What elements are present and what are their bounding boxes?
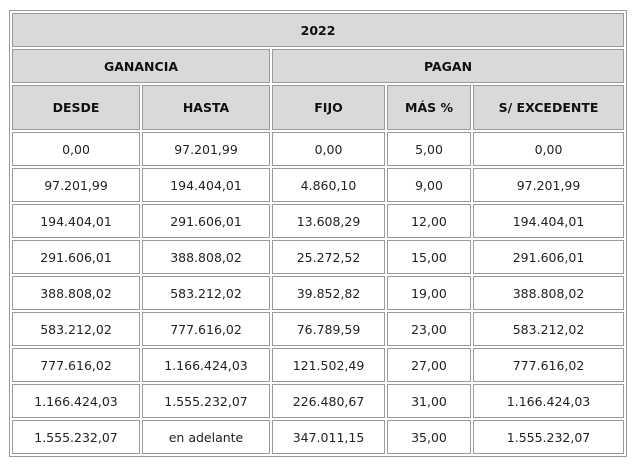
cell-fijo: 76.789,59 bbox=[272, 312, 385, 346]
group-header-row: GANANCIA PAGAN bbox=[12, 49, 625, 83]
table-row: 1.555.232,07 en adelante 347.011,15 35,0… bbox=[12, 420, 625, 454]
cell-sobre-excedente: 97.201,99 bbox=[473, 168, 625, 202]
table-row: 0,00 97.201,99 0,00 5,00 0,00 bbox=[12, 132, 625, 166]
cell-sobre-excedente: 583.212,02 bbox=[473, 312, 625, 346]
table-row: 388.808,02 583.212,02 39.852,82 19,00 38… bbox=[12, 276, 625, 310]
cell-fijo: 25.272,52 bbox=[272, 240, 385, 274]
cell-hasta: 1.166.424,03 bbox=[142, 348, 270, 382]
group-header-ganancia: GANANCIA bbox=[12, 49, 270, 83]
cell-hasta: 194.404,01 bbox=[142, 168, 270, 202]
cell-sobre-excedente: 777.616,02 bbox=[473, 348, 625, 382]
table-row: 583.212,02 777.616,02 76.789,59 23,00 58… bbox=[12, 312, 625, 346]
cell-fijo: 121.502,49 bbox=[272, 348, 385, 382]
cell-fijo: 226.480,67 bbox=[272, 384, 385, 418]
year-header: 2022 bbox=[12, 13, 625, 47]
cell-hasta: 583.212,02 bbox=[142, 276, 270, 310]
cell-fijo: 39.852,82 bbox=[272, 276, 385, 310]
cell-sobre-excedente: 0,00 bbox=[473, 132, 625, 166]
cell-desde: 0,00 bbox=[12, 132, 140, 166]
cell-sobre-excedente: 388.808,02 bbox=[473, 276, 625, 310]
cell-sobre-excedente: 1.166.424,03 bbox=[473, 384, 625, 418]
cell-desde: 97.201,99 bbox=[12, 168, 140, 202]
cell-hasta: 388.808,02 bbox=[142, 240, 270, 274]
column-header-desde: DESDE bbox=[12, 85, 140, 130]
cell-hasta: 777.616,02 bbox=[142, 312, 270, 346]
cell-fijo: 13.608,29 bbox=[272, 204, 385, 238]
column-header-hasta: HASTA bbox=[142, 85, 270, 130]
cell-mas-porcentaje: 31,00 bbox=[387, 384, 471, 418]
cell-hasta: en adelante bbox=[142, 420, 270, 454]
cell-sobre-excedente: 1.555.232,07 bbox=[473, 420, 625, 454]
cell-sobre-excedente: 194.404,01 bbox=[473, 204, 625, 238]
cell-mas-porcentaje: 35,00 bbox=[387, 420, 471, 454]
column-header-sobre-excedente: S/ EXCEDENTE bbox=[473, 85, 625, 130]
cell-mas-porcentaje: 9,00 bbox=[387, 168, 471, 202]
cell-fijo: 4.860,10 bbox=[272, 168, 385, 202]
cell-mas-porcentaje: 23,00 bbox=[387, 312, 471, 346]
table-row: 1.166.424,03 1.555.232,07 226.480,67 31,… bbox=[12, 384, 625, 418]
cell-mas-porcentaje: 12,00 bbox=[387, 204, 471, 238]
cell-desde: 1.555.232,07 bbox=[12, 420, 140, 454]
cell-fijo: 0,00 bbox=[272, 132, 385, 166]
table-row: 777.616,02 1.166.424,03 121.502,49 27,00… bbox=[12, 348, 625, 382]
group-header-pagan: PAGAN bbox=[272, 49, 625, 83]
column-header-fijo: FIJO bbox=[272, 85, 385, 130]
cell-fijo: 347.011,15 bbox=[272, 420, 385, 454]
cell-hasta: 97.201,99 bbox=[142, 132, 270, 166]
cell-sobre-excedente: 291.606,01 bbox=[473, 240, 625, 274]
cell-mas-porcentaje: 15,00 bbox=[387, 240, 471, 274]
table-row: 97.201,99 194.404,01 4.860,10 9,00 97.20… bbox=[12, 168, 625, 202]
cell-desde: 583.212,02 bbox=[12, 312, 140, 346]
cell-desde: 1.166.424,03 bbox=[12, 384, 140, 418]
column-header-mas-porcentaje: MÁS % bbox=[387, 85, 471, 130]
cell-mas-porcentaje: 5,00 bbox=[387, 132, 471, 166]
table-row: 194.404,01 291.606,01 13.608,29 12,00 19… bbox=[12, 204, 625, 238]
tax-bracket-table: 2022 GANANCIA PAGAN DESDE HASTA FIJO MÁS… bbox=[9, 10, 628, 457]
cell-desde: 194.404,01 bbox=[12, 204, 140, 238]
table-row: 291.606,01 388.808,02 25.272,52 15,00 29… bbox=[12, 240, 625, 274]
cell-hasta: 291.606,01 bbox=[142, 204, 270, 238]
cell-desde: 388.808,02 bbox=[12, 276, 140, 310]
cell-desde: 291.606,01 bbox=[12, 240, 140, 274]
cell-desde: 777.616,02 bbox=[12, 348, 140, 382]
cell-mas-porcentaje: 27,00 bbox=[387, 348, 471, 382]
year-header-row: 2022 bbox=[12, 13, 625, 47]
column-header-row: DESDE HASTA FIJO MÁS % S/ EXCEDENTE bbox=[12, 85, 625, 130]
cell-hasta: 1.555.232,07 bbox=[142, 384, 270, 418]
tax-table-container: 2022 GANANCIA PAGAN DESDE HASTA FIJO MÁS… bbox=[9, 10, 628, 457]
table-body: 2022 GANANCIA PAGAN DESDE HASTA FIJO MÁS… bbox=[12, 13, 625, 454]
cell-mas-porcentaje: 19,00 bbox=[387, 276, 471, 310]
